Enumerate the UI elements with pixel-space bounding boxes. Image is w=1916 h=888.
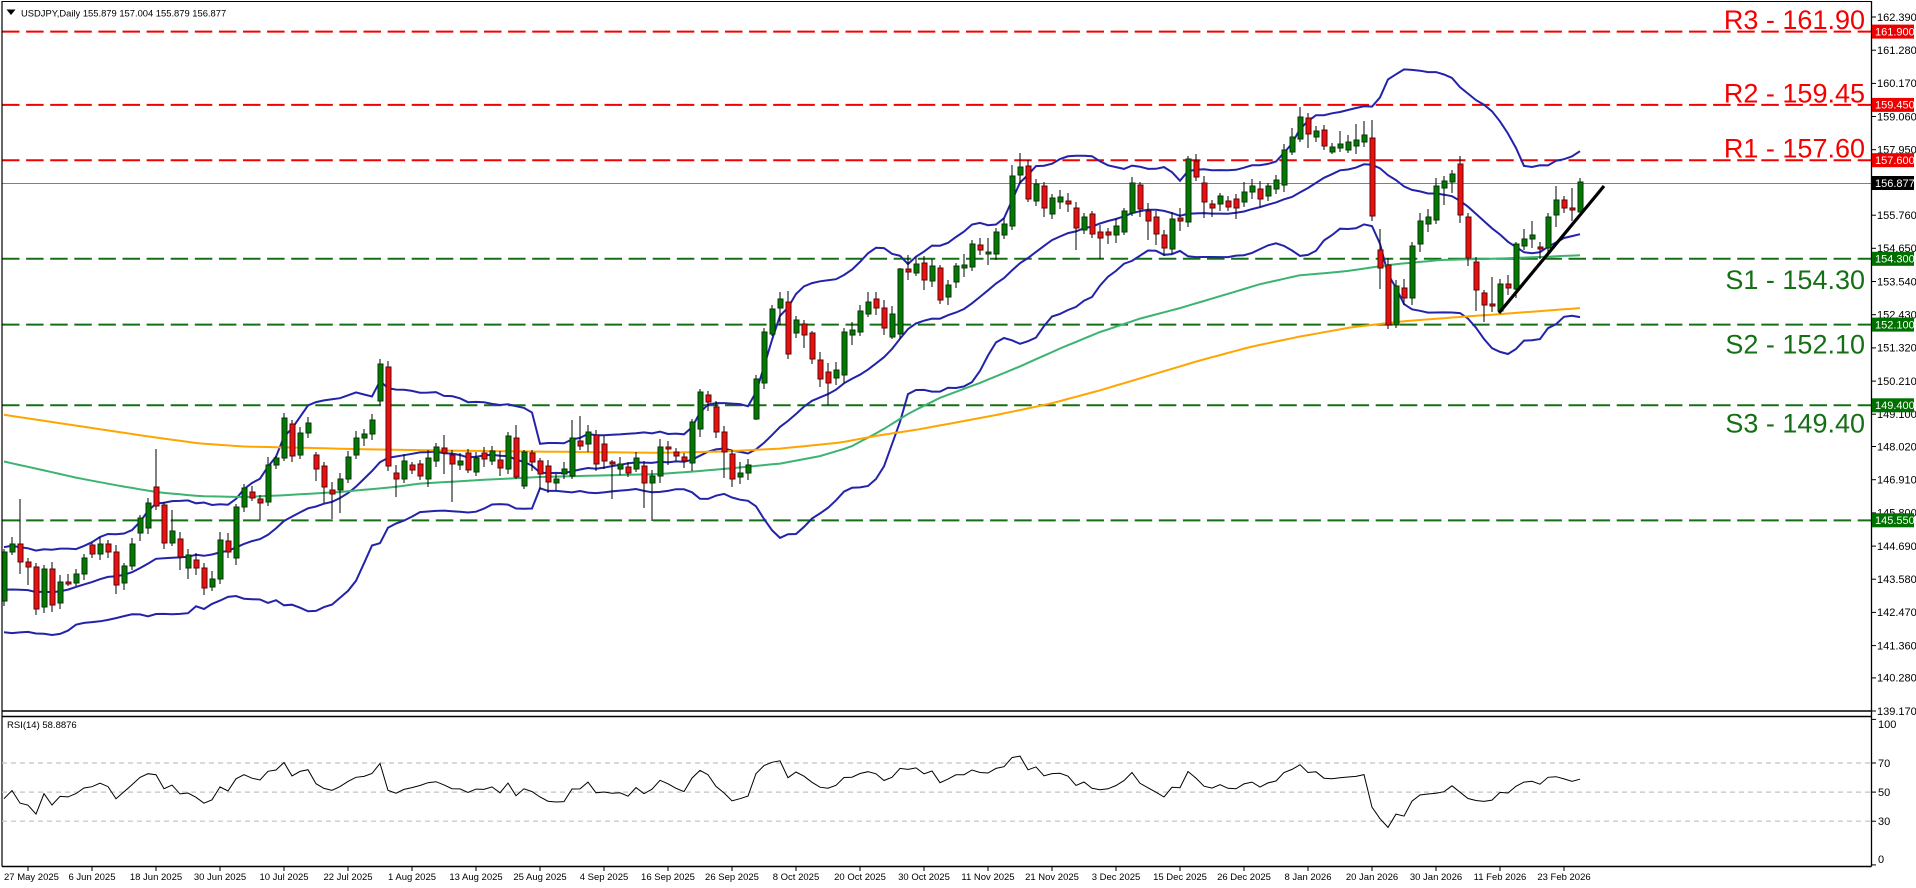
svg-text:R1 - 157.60: R1 - 157.60: [1724, 134, 1865, 164]
svg-text:159.450: 159.450: [1875, 100, 1915, 112]
svg-text:26 Sep 2025: 26 Sep 2025: [705, 872, 759, 883]
svg-text:159.060: 159.060: [1877, 111, 1916, 123]
svg-text:27 May 2025: 27 May 2025: [4, 872, 59, 883]
svg-text:153.540: 153.540: [1877, 276, 1916, 288]
svg-text:154.300: 154.300: [1875, 254, 1915, 266]
svg-text:149.400: 149.400: [1875, 400, 1915, 412]
svg-text:161.900: 161.900: [1875, 26, 1915, 38]
svg-text:8 Jan 2026: 8 Jan 2026: [1284, 872, 1331, 883]
svg-text:1 Aug 2025: 1 Aug 2025: [388, 872, 436, 883]
svg-text:146.910: 146.910: [1877, 475, 1916, 487]
svg-text:157.600: 157.600: [1875, 155, 1915, 167]
svg-text:70: 70: [1878, 758, 1890, 770]
svg-text:30: 30: [1878, 816, 1890, 828]
svg-text:23 Feb 2026: 23 Feb 2026: [1537, 872, 1590, 883]
svg-text:151.320: 151.320: [1877, 343, 1916, 355]
svg-text:13 Aug 2025: 13 Aug 2025: [449, 872, 502, 883]
svg-text:160.170: 160.170: [1877, 78, 1916, 90]
svg-text:141.360: 141.360: [1877, 640, 1916, 652]
svg-text:21 Nov 2025: 21 Nov 2025: [1025, 872, 1079, 883]
svg-text:16 Sep 2025: 16 Sep 2025: [641, 872, 695, 883]
svg-text:0: 0: [1878, 854, 1884, 866]
svg-text:152.100: 152.100: [1875, 319, 1915, 331]
svg-text:26 Dec 2025: 26 Dec 2025: [1217, 872, 1271, 883]
svg-text:20 Jan 2026: 20 Jan 2026: [1346, 872, 1398, 883]
svg-text:11 Feb 2026: 11 Feb 2026: [1474, 872, 1527, 883]
svg-text:USDJPY,Daily 155.879 157.004: USDJPY,Daily 155.879 157.004 155.879 156…: [21, 8, 226, 19]
svg-text:S2 - 152.10: S2 - 152.10: [1725, 330, 1865, 360]
svg-text:15 Dec 2025: 15 Dec 2025: [1153, 872, 1207, 883]
svg-text:144.690: 144.690: [1877, 541, 1916, 553]
svg-text:4 Sep 2025: 4 Sep 2025: [580, 872, 629, 883]
svg-text:140.280: 140.280: [1877, 673, 1916, 685]
svg-text:RSI(14) 58.8876: RSI(14) 58.8876: [7, 720, 77, 731]
svg-text:161.280: 161.280: [1877, 45, 1916, 57]
svg-text:30 Jun 2025: 30 Jun 2025: [194, 872, 246, 883]
svg-text:143.580: 143.580: [1877, 574, 1916, 586]
svg-text:162.390: 162.390: [1877, 12, 1916, 24]
svg-text:30 Oct 2025: 30 Oct 2025: [898, 872, 950, 883]
svg-text:148.020: 148.020: [1877, 441, 1916, 453]
svg-text:156.877: 156.877: [1875, 178, 1915, 190]
svg-text:50: 50: [1878, 787, 1890, 799]
svg-text:22 Jul 2025: 22 Jul 2025: [323, 872, 372, 883]
svg-text:10 Jul 2025: 10 Jul 2025: [259, 872, 308, 883]
svg-text:S3 - 149.40: S3 - 149.40: [1725, 408, 1865, 438]
svg-text:R2 - 159.45: R2 - 159.45: [1724, 78, 1865, 108]
svg-text:8 Oct 2025: 8 Oct 2025: [773, 872, 819, 883]
svg-text:139.170: 139.170: [1877, 706, 1916, 718]
svg-text:R3 - 161.90: R3 - 161.90: [1724, 5, 1865, 35]
svg-text:150.210: 150.210: [1877, 376, 1916, 388]
svg-text:20 Oct 2025: 20 Oct 2025: [834, 872, 886, 883]
svg-text:30 Jan 2026: 30 Jan 2026: [1410, 872, 1462, 883]
svg-text:155.760: 155.760: [1877, 210, 1916, 222]
svg-text:145.550: 145.550: [1875, 515, 1915, 527]
svg-text:6 Jun 2025: 6 Jun 2025: [68, 872, 115, 883]
svg-text:25 Aug 2025: 25 Aug 2025: [513, 872, 566, 883]
svg-text:18 Jun 2025: 18 Jun 2025: [130, 872, 182, 883]
svg-text:142.470: 142.470: [1877, 607, 1916, 619]
svg-text:S1 - 154.30: S1 - 154.30: [1725, 265, 1865, 295]
svg-text:3 Dec 2025: 3 Dec 2025: [1092, 872, 1141, 883]
svg-text:100: 100: [1878, 719, 1896, 731]
svg-text:11 Nov 2025: 11 Nov 2025: [961, 872, 1014, 883]
